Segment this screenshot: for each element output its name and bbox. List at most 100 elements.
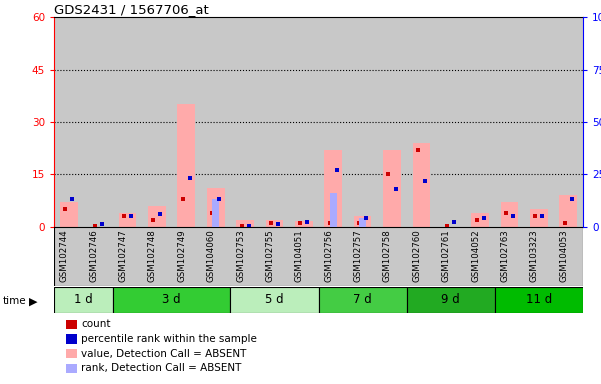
Bar — [436, 227, 465, 286]
Point — [296, 220, 305, 226]
Bar — [84, 227, 113, 286]
Bar — [407, 227, 436, 286]
Point — [361, 215, 371, 221]
Bar — [142, 17, 172, 227]
Text: GSM102755: GSM102755 — [266, 230, 275, 282]
Point — [97, 222, 106, 228]
Text: GSM102757: GSM102757 — [353, 230, 362, 282]
Text: GSM102760: GSM102760 — [412, 230, 421, 282]
Text: GSM102746: GSM102746 — [89, 230, 98, 282]
Point — [119, 213, 129, 219]
Bar — [560, 195, 577, 227]
Point — [531, 213, 540, 219]
Bar — [84, 227, 113, 286]
Bar — [113, 17, 142, 227]
Bar — [495, 287, 583, 313]
Bar — [407, 227, 436, 286]
Point — [148, 217, 158, 223]
Bar — [354, 216, 371, 227]
Bar — [119, 213, 136, 227]
Bar — [289, 227, 319, 286]
Bar — [359, 218, 366, 227]
Bar — [289, 227, 319, 286]
Text: time: time — [3, 296, 26, 306]
Text: value, Detection Call = ABSENT: value, Detection Call = ABSENT — [81, 349, 246, 359]
Bar — [60, 202, 78, 227]
Bar — [495, 17, 524, 227]
Point — [215, 196, 224, 202]
Bar — [524, 227, 554, 286]
Bar — [201, 227, 230, 286]
Bar — [407, 287, 495, 313]
Point — [538, 213, 548, 219]
Bar — [495, 227, 524, 286]
Bar — [407, 17, 436, 227]
Text: 9 d: 9 d — [441, 293, 460, 306]
Point — [479, 215, 489, 221]
Text: count: count — [81, 319, 111, 329]
Bar — [230, 227, 260, 286]
Bar — [113, 227, 142, 286]
Bar — [172, 227, 201, 286]
Bar — [142, 227, 172, 286]
Point — [126, 213, 136, 219]
Bar — [554, 227, 583, 286]
Point — [354, 220, 364, 226]
Bar — [230, 227, 260, 286]
Text: GSM102748: GSM102748 — [148, 230, 157, 282]
Bar — [377, 227, 407, 286]
Bar — [289, 17, 319, 227]
Bar — [54, 227, 84, 286]
Bar — [142, 227, 172, 286]
Bar — [319, 227, 348, 286]
Text: GSM102763: GSM102763 — [501, 230, 510, 282]
Bar — [530, 209, 548, 227]
Bar — [289, 227, 319, 286]
Point — [391, 186, 400, 192]
Bar — [54, 17, 84, 227]
Bar — [201, 17, 230, 227]
Bar — [377, 227, 407, 286]
Text: GSM102756: GSM102756 — [324, 230, 333, 282]
Bar — [329, 193, 337, 227]
Bar — [201, 227, 230, 286]
Bar — [524, 17, 554, 227]
Text: rank, Detection Call = ABSENT: rank, Detection Call = ABSENT — [81, 363, 242, 373]
Text: GSM102749: GSM102749 — [177, 230, 186, 282]
Point — [508, 213, 518, 219]
Bar — [501, 202, 518, 227]
Point — [420, 177, 430, 184]
Bar — [348, 227, 377, 286]
Bar — [230, 287, 319, 313]
Bar — [407, 227, 436, 286]
Bar — [201, 227, 230, 286]
Bar — [207, 188, 225, 227]
Bar — [554, 227, 583, 286]
Bar — [54, 287, 113, 313]
Text: GSM102753: GSM102753 — [236, 230, 245, 282]
Text: 1 d: 1 d — [74, 293, 93, 306]
Bar — [54, 227, 84, 286]
Text: 11 d: 11 d — [526, 293, 552, 306]
Bar — [348, 227, 377, 286]
Bar — [172, 227, 201, 286]
Bar — [436, 227, 465, 286]
Bar — [325, 150, 342, 227]
Bar — [554, 17, 583, 227]
Point — [567, 196, 576, 202]
Point — [332, 167, 341, 173]
Bar — [260, 227, 289, 286]
Bar — [260, 17, 289, 227]
Bar — [465, 227, 495, 286]
Bar — [113, 227, 142, 286]
Bar — [319, 287, 407, 313]
Bar — [260, 227, 289, 286]
Text: GSM104060: GSM104060 — [207, 230, 216, 282]
Bar — [377, 227, 407, 286]
Point — [560, 220, 570, 226]
Text: ▶: ▶ — [29, 296, 37, 306]
Bar — [465, 227, 495, 286]
Bar — [172, 227, 201, 286]
Bar — [495, 227, 524, 286]
Bar — [471, 213, 489, 227]
